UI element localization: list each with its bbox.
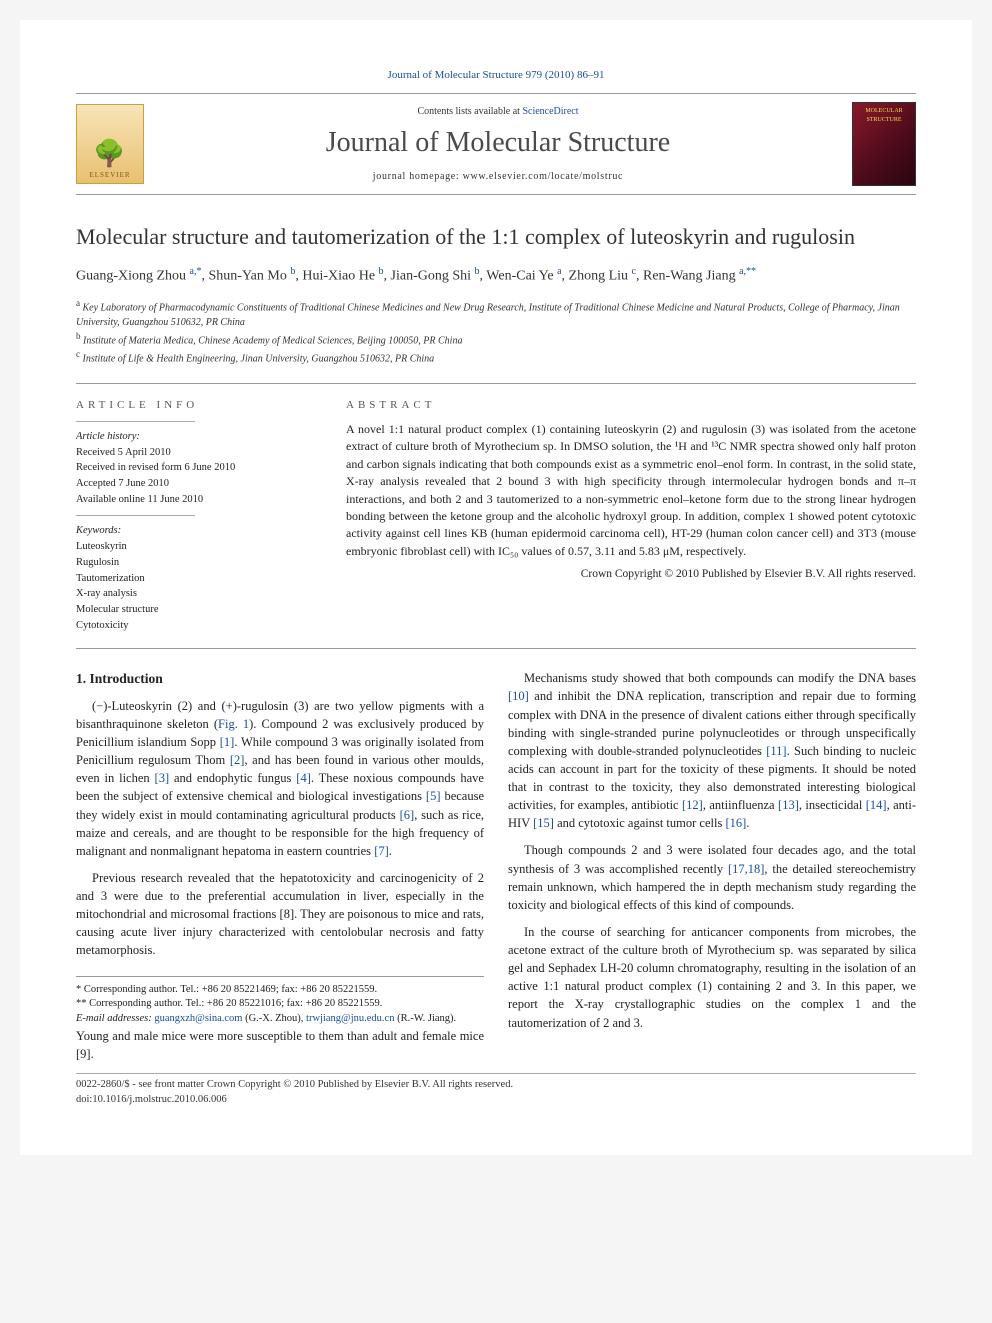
email-suffix-1: (G.-X. Zhou),	[242, 1013, 306, 1024]
citation-link[interactable]: [4]	[296, 771, 311, 785]
affiliations: a Key Laboratory of Pharmacodynamic Cons…	[76, 297, 916, 367]
sciencedirect-link[interactable]: ScienceDirect	[522, 106, 578, 117]
history-item: Accepted 7 June 2010	[76, 477, 314, 492]
email-link-1[interactable]: guangxzh@sina.com	[154, 1013, 242, 1024]
citation-link[interactable]: [12]	[682, 798, 703, 812]
contents-prefix: Contents lists available at	[417, 106, 522, 117]
footnote-2: ** Corresponding author. Tel.: +86 20 85…	[76, 997, 484, 1012]
article-info-column: ARTICLE INFO Article history: Received 5…	[76, 384, 328, 649]
history-item: Received 5 April 2010	[76, 446, 314, 461]
contents-line: Contents lists available at ScienceDirec…	[160, 105, 836, 119]
citation-link[interactable]: [15]	[533, 816, 554, 830]
body-paragraph: Though compounds 2 and 3 were isolated f…	[508, 841, 916, 914]
history-item: Received in revised form 6 June 2010	[76, 461, 314, 476]
body-paragraph: Young and male mice were more susceptibl…	[76, 1027, 484, 1063]
footer-line-1: 0022-2860/$ - see front matter Crown Cop…	[76, 1078, 916, 1093]
affiliation-line: c Institute of Life & Health Engineering…	[76, 348, 916, 366]
history-label: Article history:	[76, 430, 314, 445]
article-title: Molecular structure and tautomerization …	[76, 223, 916, 252]
citation-link[interactable]: [7]	[374, 844, 389, 858]
keywords-label: Keywords:	[76, 524, 314, 539]
authors-line: Guang-Xiong Zhou a,*, Shun-Yan Mo b, Hui…	[76, 264, 916, 287]
body-paragraph: Mechanisms study showed that both compou…	[508, 669, 916, 832]
keyword-item: Tautomerization	[76, 572, 314, 587]
abstract-text: A novel 1:1 natural product complex (1) …	[346, 421, 916, 583]
abstract-column: ABSTRACT A novel 1:1 natural product com…	[328, 384, 916, 649]
email-suffix-2: (R.-W. Jiang).	[394, 1013, 456, 1024]
figure-link[interactable]: Fig. 1	[218, 717, 249, 731]
footnote-1: * Corresponding author. Tel.: +86 20 852…	[76, 983, 484, 998]
history-item: Available online 11 June 2010	[76, 493, 314, 508]
footer-bar: 0022-2860/$ - see front matter Crown Cop…	[76, 1073, 916, 1107]
header-center: Contents lists available at ScienceDirec…	[160, 105, 836, 184]
footnote-emails: E-mail addresses: guangxzh@sina.com (G.-…	[76, 1012, 484, 1027]
citation-link[interactable]: [13]	[778, 798, 799, 812]
journal-homepage: journal homepage: www.elsevier.com/locat…	[160, 170, 836, 184]
keyword-item: Molecular structure	[76, 603, 314, 618]
article-info-heading: ARTICLE INFO	[76, 398, 314, 413]
footer-doi: doi:10.1016/j.molstruc.2010.06.006	[76, 1093, 916, 1108]
keywords-list: LuteoskyrinRugulosinTautomerizationX-ray…	[76, 540, 314, 633]
citation-link[interactable]: [2]	[230, 753, 245, 767]
cover-label: MOLECULAR STRUCTURE	[865, 108, 902, 122]
citation-link[interactable]: [5]	[426, 789, 441, 803]
journal-header: 🌳 ELSEVIER Contents lists available at S…	[76, 93, 916, 195]
page-container: Journal of Molecular Structure 979 (2010…	[20, 20, 972, 1155]
section-1-heading: 1. Introduction	[76, 669, 484, 689]
elsevier-tree-icon: 🌳	[93, 141, 126, 167]
citation-link[interactable]: [14]	[866, 798, 887, 812]
body-paragraph: (−)-Luteoskyrin (2) and (+)-rugulosin (3…	[76, 697, 484, 860]
elsevier-label: ELSEVIER	[89, 171, 130, 181]
history-list: Received 5 April 2010Received in revised…	[76, 446, 314, 508]
journal-cover-thumbnail: MOLECULAR STRUCTURE	[852, 102, 916, 186]
abstract-body: A novel 1:1 natural product complex (1) …	[346, 422, 916, 558]
journal-ref-link[interactable]: Journal of Molecular Structure 979 (2010…	[388, 69, 605, 81]
citation-link[interactable]: [1]	[220, 735, 235, 749]
citation-link[interactable]: [3]	[155, 771, 170, 785]
divider	[76, 515, 195, 516]
keyword-item: X-ray analysis	[76, 587, 314, 602]
email-link-2[interactable]: trwjiang@jnu.edu.cn	[306, 1013, 394, 1024]
meta-abstract-row: ARTICLE INFO Article history: Received 5…	[76, 383, 916, 650]
affiliation-line: b Institute of Materia Medica, Chinese A…	[76, 330, 916, 348]
citation-link[interactable]: [17,18]	[728, 862, 764, 876]
abstract-heading: ABSTRACT	[346, 398, 916, 413]
footnotes-block: * Corresponding author. Tel.: +86 20 852…	[76, 976, 484, 1027]
affiliation-line: a Key Laboratory of Pharmacodynamic Cons…	[76, 297, 916, 330]
citation-link[interactable]: [10]	[508, 689, 529, 703]
keyword-item: Luteoskyrin	[76, 540, 314, 555]
keyword-item: Rugulosin	[76, 556, 314, 571]
citation-link[interactable]: [6]	[400, 808, 415, 822]
body-paragraph: In the course of searching for anticance…	[508, 923, 916, 1032]
elsevier-logo: 🌳 ELSEVIER	[76, 104, 144, 184]
keyword-item: Cytotoxicity	[76, 619, 314, 634]
citation-link[interactable]: [11]	[766, 744, 786, 758]
abstract-copyright: Crown Copyright © 2010 Published by Else…	[346, 566, 916, 583]
journal-name: Journal of Molecular Structure	[160, 123, 836, 162]
body-paragraph: Previous research revealed that the hepa…	[76, 869, 484, 960]
journal-reference: Journal of Molecular Structure 979 (2010…	[76, 68, 916, 83]
body-columns: 1. Introduction (−)-Luteoskyrin (2) and …	[76, 669, 916, 1063]
emails-label: E-mail addresses:	[76, 1013, 154, 1024]
divider	[76, 421, 195, 422]
citation-link[interactable]: [16]	[725, 816, 746, 830]
